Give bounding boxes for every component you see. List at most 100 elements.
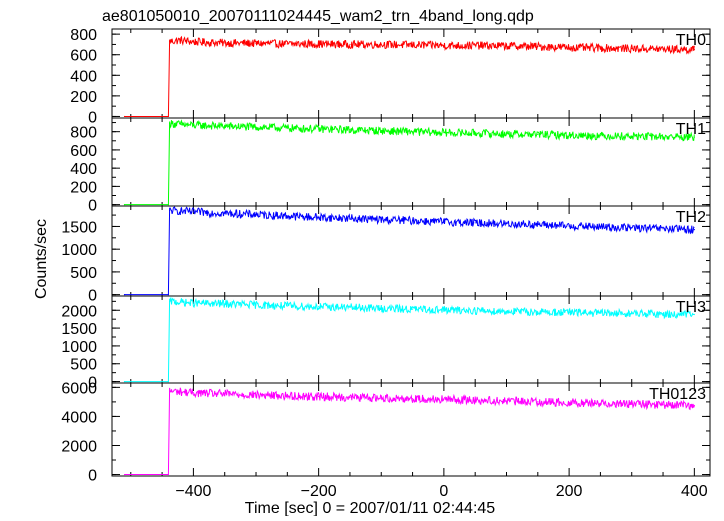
panel-label: TH0123	[649, 386, 706, 403]
panel-th0123: 0 2000 4000 6000 TH0123	[61, 380, 711, 485]
data-point	[123, 473, 126, 476]
data-point	[192, 392, 195, 394]
data-point	[169, 209, 171, 212]
chart-title: ae801050010_20070111024445_wam2_trn_4ban…	[102, 8, 534, 25]
y-tick-label: 2000	[61, 303, 97, 320]
y-tick-label: 400	[70, 68, 97, 85]
data-point	[167, 115, 169, 118]
x-tick-label: 400	[681, 483, 708, 500]
data-point	[123, 115, 126, 118]
data-point	[123, 380, 126, 383]
data-point	[474, 399, 476, 401]
y-tick-label: 500	[70, 357, 97, 374]
data-point	[411, 398, 414, 400]
data-point	[286, 43, 288, 45]
data-point	[169, 40, 171, 42]
y-tick-label: 600	[70, 143, 97, 160]
data-point	[224, 393, 226, 395]
data-point	[224, 212, 226, 214]
y-tick-label: 800	[70, 125, 97, 142]
data-point	[224, 125, 226, 127]
data-point	[505, 310, 508, 312]
data-point	[286, 395, 288, 397]
data-point	[568, 225, 570, 227]
data-point	[537, 133, 539, 136]
data-point	[349, 43, 351, 46]
data-point	[474, 44, 476, 47]
data-point	[537, 45, 539, 48]
data-point	[537, 311, 539, 313]
x-tick-label: 200	[556, 483, 583, 500]
data-point	[380, 219, 382, 221]
data-point	[169, 300, 171, 302]
data-point	[255, 394, 257, 396]
data-point	[318, 395, 320, 398]
data-point	[631, 227, 633, 229]
data-point	[662, 404, 664, 406]
data-point	[505, 400, 508, 402]
data-point	[662, 228, 664, 230]
y-tick-label: 1500	[61, 219, 97, 236]
panel-th2: 0 500 1000 1500 TH2	[61, 205, 711, 305]
data-point	[180, 301, 182, 303]
panel-label: TH2	[676, 209, 706, 226]
panel-frame	[111, 205, 711, 297]
y-tick-label: 6000	[61, 380, 97, 397]
data-point	[380, 307, 382, 310]
data-point	[349, 217, 351, 219]
data-point	[169, 122, 171, 125]
y-tick-label: 0	[88, 288, 97, 305]
data-point	[443, 131, 445, 134]
y-axis-label: Counts/sec	[33, 219, 50, 299]
data-point	[662, 313, 664, 315]
data-point	[192, 211, 195, 213]
data-point	[318, 128, 320, 130]
data-point	[599, 226, 602, 228]
data-point	[693, 404, 695, 407]
data-point	[693, 313, 695, 316]
series-line-th2	[124, 206, 695, 296]
data-point	[411, 44, 414, 46]
data-point	[318, 306, 320, 308]
data-point	[167, 380, 169, 383]
data-point	[474, 222, 476, 224]
data-point	[192, 124, 195, 126]
data-point	[286, 215, 288, 217]
y-tick-label: 1000	[61, 242, 97, 259]
series-line-th1	[124, 119, 695, 206]
x-axis-label: Time [sec] 0 = 2007/01/11 02:44:45	[245, 500, 495, 516]
data-point	[599, 402, 602, 404]
data-point	[693, 136, 695, 138]
y-tick-label: 200	[70, 89, 97, 106]
data-point	[167, 294, 169, 296]
data-point	[599, 135, 602, 137]
data-point	[631, 312, 633, 315]
data-point	[169, 390, 171, 392]
panel-frame	[111, 28, 711, 119]
panel-label: TH1	[676, 121, 706, 138]
data-point	[380, 397, 382, 399]
data-point	[474, 132, 476, 134]
data-point	[349, 306, 351, 309]
panel-label: TH3	[676, 299, 706, 316]
data-point	[411, 219, 414, 222]
panel-label: TH0	[676, 32, 706, 49]
data-point	[568, 46, 570, 49]
data-point	[693, 229, 695, 231]
data-point	[443, 309, 445, 311]
y-tick-label: 1000	[61, 339, 97, 356]
data-point	[599, 47, 602, 49]
data-point	[443, 44, 445, 47]
data-point	[631, 135, 633, 137]
y-tick-label: 600	[70, 48, 97, 65]
data-point	[568, 311, 570, 314]
data-point	[380, 130, 382, 132]
y-tick-label: 0	[88, 198, 97, 215]
data-point	[286, 305, 288, 307]
data-point	[693, 48, 695, 51]
data-point	[180, 391, 182, 393]
data-point	[443, 398, 445, 401]
data-point	[380, 43, 382, 46]
data-point	[568, 134, 570, 136]
y-tick-label: 200	[70, 179, 97, 196]
